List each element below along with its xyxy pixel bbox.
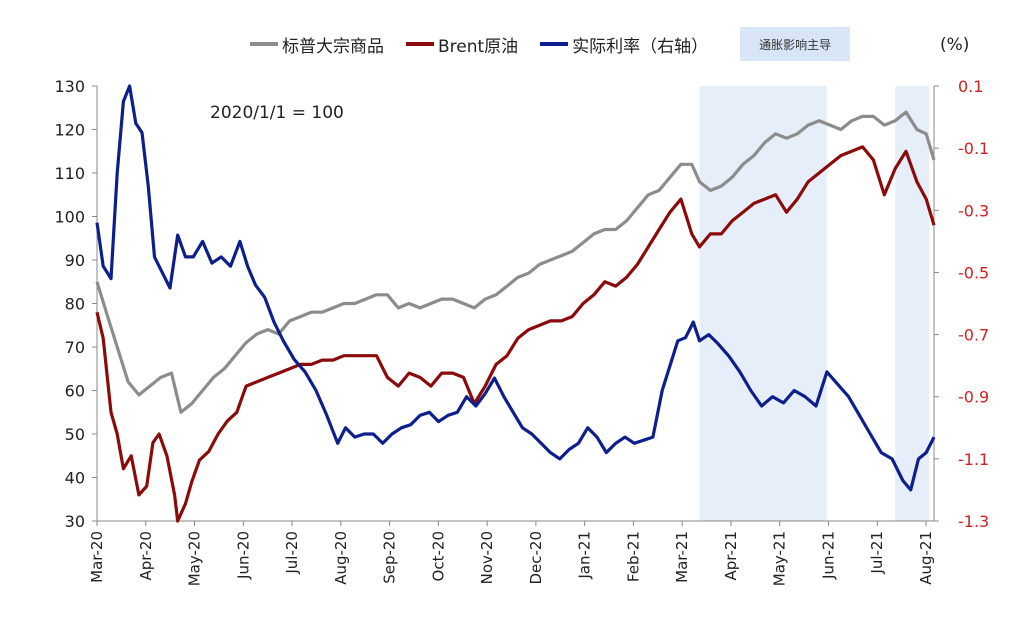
right-tick-label: 0.1 (958, 77, 983, 96)
left-tick-label: 70 (65, 338, 85, 357)
series-line-brent (95, 145, 936, 523)
x-tick-label: Nov-20 (478, 531, 496, 584)
x-tick-label: Jul-20 (283, 531, 301, 575)
left-tick-label: 60 (65, 382, 85, 401)
legend-swatch-real-rate (540, 42, 569, 46)
right-axis-unit: (%) (940, 35, 970, 55)
legend-item-brent: Brent原油 (406, 32, 518, 57)
x-tick-label: Jun-20 (234, 531, 252, 580)
x-tick-label: Sep-20 (381, 531, 399, 584)
legend-label-commodity: 标普大宗商品 (282, 36, 384, 57)
right-tick-label: -0.5 (958, 263, 989, 282)
legend-label-brent: Brent原油 (438, 36, 519, 57)
left-tick-label: 50 (65, 425, 85, 444)
left-tick-label: 130 (54, 77, 85, 96)
x-tick-label: Apr-21 (722, 531, 740, 581)
legend-item-commodity: 标普大宗商品 (250, 32, 384, 57)
legend-label-real-rate: 实际利率（右轴） (572, 36, 709, 57)
x-tick-label: Oct-20 (429, 531, 447, 581)
right-tick-label: -0.3 (958, 201, 989, 220)
shaded-region-1 (699, 86, 827, 521)
x-tick-label: Jul-21 (868, 531, 886, 575)
legend: 标普大宗商品 Brent原油 实际利率（右轴） 通胀影响主导 (250, 27, 851, 61)
x-tick-label: May-20 (186, 531, 204, 586)
x-tick-label: Jun-21 (819, 531, 837, 580)
left-tick-label: 100 (54, 208, 85, 227)
right-tick-label: -0.7 (958, 326, 989, 345)
chart-annotation: 2020/1/1 = 100 (210, 103, 344, 123)
left-tick-label: 90 (65, 251, 85, 270)
left-tick-label: 40 (65, 469, 85, 488)
x-tick-label: May-21 (771, 531, 789, 586)
x-tick-label: Mar-20 (88, 531, 106, 583)
x-tick-label: Aug-21 (917, 531, 935, 585)
x-tick-label: Aug-20 (332, 531, 350, 585)
x-tick-label: Jan-21 (576, 531, 594, 580)
left-tick-label: 30 (65, 512, 85, 531)
x-tick-label: Mar-21 (673, 531, 691, 583)
legend-item-real-rate: 实际利率（右轴） (540, 32, 708, 57)
right-tick-label: -0.1 (958, 139, 989, 158)
right-tick-label: -1.1 (958, 450, 989, 469)
left-tick-label: 110 (54, 164, 85, 183)
x-tick-label: Apr-20 (137, 531, 155, 581)
right-tick-label: -0.9 (958, 388, 989, 407)
series-line-commodity (95, 110, 936, 414)
series-line-real-rate (95, 84, 936, 492)
legend-swatch-commodity (250, 42, 278, 46)
legend-swatch-brent (406, 42, 434, 46)
left-tick-label: 80 (65, 295, 85, 314)
right-tick-label: -1.3 (958, 512, 989, 531)
left-tick-label: 120 (54, 121, 85, 140)
x-tick-label: Feb-21 (624, 531, 642, 582)
x-tick-label: Dec-20 (527, 531, 545, 585)
legend-shade-box: 通胀影响主导 (740, 27, 851, 61)
